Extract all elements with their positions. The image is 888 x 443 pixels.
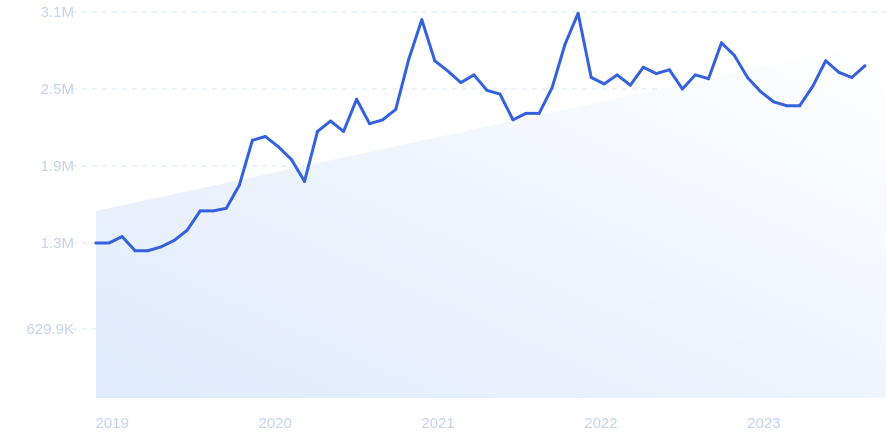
data-point <box>759 90 763 94</box>
data-point <box>798 104 802 108</box>
data-point <box>316 129 319 133</box>
series-line <box>94 11 867 253</box>
data-point <box>290 158 293 162</box>
data-point <box>276 145 280 149</box>
y-tick-label: 2.5M <box>41 81 74 98</box>
y-tick-label: 1.9M <box>41 158 74 175</box>
data-point <box>211 209 215 213</box>
data-point <box>576 11 580 15</box>
data-point <box>772 100 776 104</box>
trend-band <box>96 40 886 398</box>
data-point <box>563 42 567 46</box>
y-tick-label: 629.9K <box>26 321 74 338</box>
data-point <box>785 104 789 108</box>
data-point <box>407 58 411 61</box>
x-tick-label: 2022 <box>584 415 617 432</box>
data-point <box>120 235 124 239</box>
data-point <box>185 228 189 232</box>
data-point <box>589 76 593 79</box>
series <box>94 11 867 253</box>
data-point <box>720 41 723 45</box>
data-point <box>329 119 333 123</box>
y-tick-label: 3.1M <box>41 4 74 21</box>
data-point <box>472 73 476 77</box>
data-point <box>250 138 254 142</box>
data-point <box>224 206 228 210</box>
data-point <box>824 59 828 63</box>
data-point <box>511 118 515 122</box>
data-point <box>628 83 632 87</box>
data-point <box>485 88 489 92</box>
x-axis-ticks: 2019 2020 2021 2022 2023 <box>96 415 781 432</box>
data-point <box>498 92 502 96</box>
data-point <box>680 87 684 91</box>
data-point <box>368 122 372 126</box>
data-point <box>263 135 267 138</box>
data-point <box>863 64 867 68</box>
data-point <box>707 77 710 81</box>
data-point <box>602 82 606 86</box>
data-point <box>693 73 697 77</box>
data-point <box>550 86 554 90</box>
data-point <box>94 241 98 245</box>
data-point <box>107 241 111 245</box>
data-point <box>133 249 137 253</box>
data-point <box>537 111 541 115</box>
data-point <box>733 54 736 58</box>
data-point <box>420 18 424 22</box>
data-point <box>394 108 398 111</box>
data-point <box>198 209 202 213</box>
data-point <box>654 72 658 76</box>
x-tick-label: 2020 <box>258 415 291 432</box>
data-point <box>159 245 163 249</box>
trend-band-area <box>96 40 886 398</box>
data-point <box>381 118 385 122</box>
data-point <box>524 111 528 115</box>
data-point <box>667 68 671 72</box>
data-point <box>303 179 306 183</box>
data-point <box>433 59 437 63</box>
data-point <box>237 183 241 187</box>
data-point <box>746 76 749 79</box>
data-point <box>355 97 359 101</box>
data-point <box>837 70 841 74</box>
data-point <box>615 73 619 77</box>
x-tick-label: 2023 <box>747 415 780 432</box>
y-axis-ticks: 629.9K 1.3M 1.9M 2.5M 3.1M <box>26 4 74 338</box>
data-point <box>641 65 645 69</box>
data-point <box>342 129 346 133</box>
x-tick-label: 2021 <box>421 415 454 432</box>
data-point <box>459 81 463 85</box>
data-point <box>811 84 815 88</box>
x-tick-label: 2019 <box>96 415 129 432</box>
data-point <box>146 249 150 253</box>
data-point <box>172 238 176 242</box>
y-tick-label: 1.3M <box>41 235 74 252</box>
data-point <box>850 76 854 79</box>
data-point <box>446 69 450 73</box>
